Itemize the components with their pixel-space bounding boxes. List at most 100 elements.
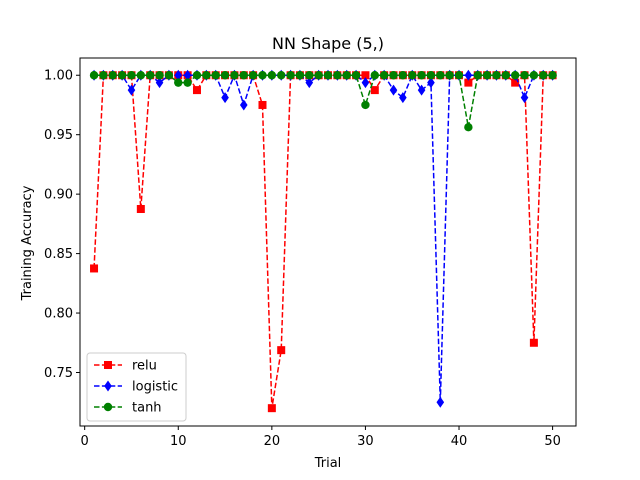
data-point-tanh [473,71,482,80]
data-point-tanh [314,71,323,80]
data-point-relu [464,78,473,87]
y-tick-label: 0.75 [44,366,73,381]
data-point-tanh [305,71,314,80]
data-point-tanh [361,100,370,110]
data-point-logistic [155,77,164,89]
series-tanh [89,71,557,132]
data-point-logistic [305,77,314,89]
data-point-tanh [501,71,511,80]
data-point-tanh [230,71,239,80]
data-point-tanh [136,71,146,80]
data-point-relu [370,86,379,95]
data-point-tanh [454,71,464,80]
y-tick-label: 0.85 [44,247,73,262]
legend-box [86,352,187,422]
data-point-tanh [248,71,258,80]
data-point-relu [136,205,145,214]
data-point-logistic [436,396,445,408]
legend-item-logistic: logistic [94,380,178,395]
data-point-relu [258,100,267,109]
data-point-tanh [426,71,436,80]
y-axis-title: Training Accuracy [20,185,35,301]
data-point-tanh [127,71,136,80]
data-point-tanh [89,71,99,80]
data-point-logistic [399,92,407,104]
data-point-tanh [267,71,277,80]
data-point-tanh [529,71,539,80]
data-point-tanh [417,71,426,80]
y-tick-label: 0.95 [44,128,73,143]
data-point-tanh [258,71,267,80]
data-point-tanh [510,71,520,80]
y-axis: 0.75 0.80 0.85 0.90 0.95 1.00 [44,69,80,381]
data-point-tanh [370,71,379,80]
data-point-relu [529,338,538,347]
data-point-tanh [220,71,230,80]
data-point-tanh [445,71,454,80]
data-point-tanh [192,71,202,80]
data-point-tanh [183,78,192,87]
data-point-tanh [117,71,127,80]
data-point-tanh [389,71,398,80]
data-point-tanh [323,71,333,80]
data-point-tanh [398,71,408,80]
data-point-tanh [342,71,351,80]
y-tick-label: 1.00 [44,69,73,84]
data-point-tanh [408,71,417,80]
legend-marker [103,402,113,412]
data-point-tanh [379,71,389,80]
data-point-tanh [202,71,211,80]
legend: relu logistic tanh [86,352,187,422]
data-point-relu [361,71,370,80]
data-point-logistic [427,77,435,89]
legend-marker [104,361,112,369]
data-point-tanh [145,71,155,80]
data-point-tanh [295,71,305,80]
data-point-tanh [239,71,248,80]
y-tick-label: 0.80 [44,307,73,322]
data-point-relu [511,78,520,87]
x-tick-label: 20 [264,434,281,449]
data-point-tanh [520,71,529,80]
legend-label: tanh [132,401,162,416]
legend-label: relu [132,359,157,374]
data-point-tanh [286,71,295,80]
x-axis-title: Trial [314,456,342,471]
data-point-logistic [127,84,136,96]
data-point-tanh [436,71,445,80]
series-layer [89,69,557,413]
data-point-logistic [221,92,229,104]
data-point-tanh [99,71,108,80]
legend-item-tanh: tanh [94,401,162,416]
legend-marker [104,380,112,392]
data-point-tanh [464,123,473,132]
data-point-logistic [520,92,529,104]
data-point-relu [267,404,276,413]
data-point-logistic [417,84,426,96]
series-line-tanh [94,74,553,128]
data-point-tanh [155,71,164,80]
data-point-logistic [464,69,473,81]
x-tick-label: 0 [81,434,89,449]
data-point-tanh [539,71,548,80]
data-point-relu [192,86,201,95]
data-point-relu [90,264,99,273]
x-tick-label: 40 [451,434,468,449]
x-tick-label: 50 [544,434,561,449]
x-axis: 0 10 20 30 40 50 [81,426,561,449]
data-point-relu [277,346,286,355]
data-point-tanh [174,78,183,87]
axes-frame [79,57,577,427]
data-point-tanh [492,71,501,80]
legend-item-relu: relu [94,359,157,374]
data-point-tanh [482,71,492,80]
data-point-tanh [108,71,117,80]
chart-title: NN Shape (5,) [272,34,384,53]
data-point-tanh [333,71,342,80]
x-tick-label: 30 [357,434,374,449]
data-point-logistic [183,69,192,81]
data-point-tanh [277,71,286,80]
data-point-logistic [239,99,248,111]
data-point-tanh [548,71,557,80]
